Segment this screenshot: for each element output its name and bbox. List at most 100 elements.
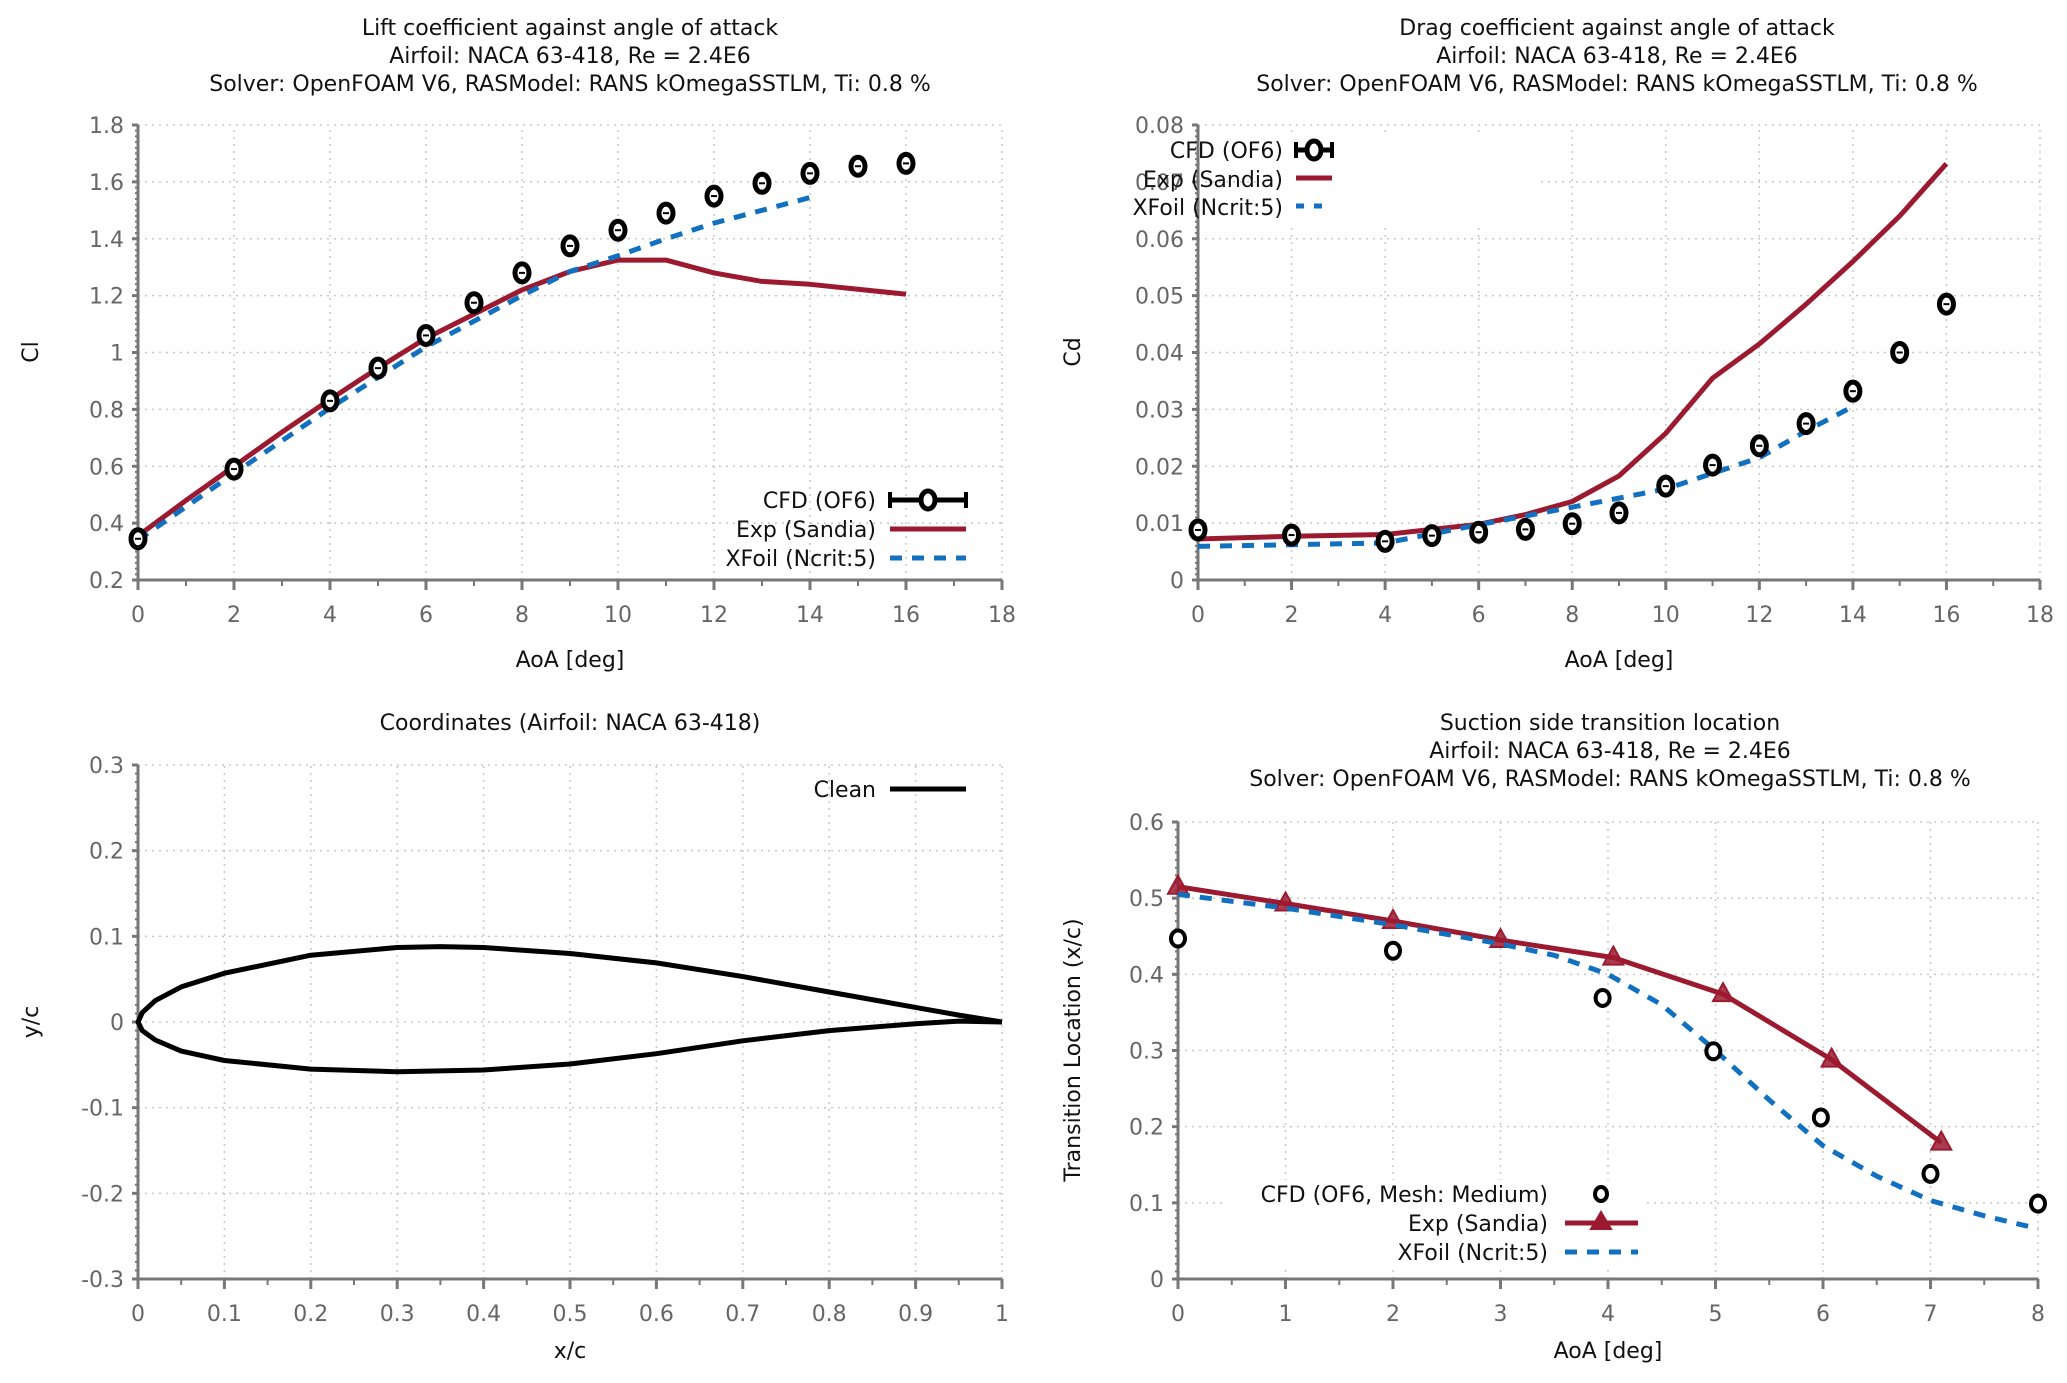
coords-y-tick-label: 0.2 xyxy=(89,840,124,865)
drag-xlabel: AoA [deg] xyxy=(1565,648,1674,673)
transition-title-line-2: Airfoil: NACA 63-418, Re = 2.4E6 xyxy=(1429,739,1791,764)
lift-x-tick-label: 0 xyxy=(131,603,145,628)
transition-series-0-point xyxy=(2029,1193,2047,1214)
lift-title-line-2: Airfoil: NACA 63-418, Re = 2.4E6 xyxy=(389,44,751,69)
drag-x-tick-label: 16 xyxy=(1932,603,1960,628)
transition-series-0-point xyxy=(1704,1041,1723,1062)
drag-series-2-line xyxy=(1197,404,1855,549)
coordinates-chart: Coordinates (Airfoil: NACA 63-418) x/c y… xyxy=(19,711,1009,1364)
lift-ylabel: Cl xyxy=(19,341,44,362)
coords-x-tick-label: 0.3 xyxy=(380,1302,415,1327)
coords-xlabel: x/c xyxy=(554,1339,587,1364)
transition-series-1-marker xyxy=(1929,1129,1953,1151)
coords-x-tick-label: 1 xyxy=(995,1302,1009,1327)
transition-x-tick-label: 0 xyxy=(1171,1302,1185,1327)
lift-legend: CFD (OF6) Exp (Sandia) XFoil (Ncrit:5) xyxy=(725,488,968,572)
coords-ylabel: y/c xyxy=(19,1006,44,1039)
lift-x-tick-label: 4 xyxy=(323,603,337,628)
drag-y-tick-label: 0.05 xyxy=(1135,285,1184,310)
transition-series-1-marker xyxy=(1601,944,1626,966)
coords-y-tick-label: -0.1 xyxy=(81,1097,124,1122)
transition-series-0-point xyxy=(1384,940,1402,961)
transition-series-0-point xyxy=(1811,1107,1830,1128)
transition-x-tick-label: 7 xyxy=(1924,1302,1938,1327)
lift-legend-xfoil-label: XFoil (Ncrit:5) xyxy=(725,547,876,572)
transition-y-tick-label: 0.4 xyxy=(1129,963,1164,988)
coords-legend: Clean xyxy=(814,778,966,803)
coords-y-tick-label: -0.3 xyxy=(81,1268,124,1293)
lift-x-tick-label: 16 xyxy=(892,603,920,628)
drag-ylabel: Cd xyxy=(1061,337,1086,366)
transition-x-tick-label: 4 xyxy=(1601,1302,1615,1327)
drag-y-tick-label: 0.06 xyxy=(1135,228,1184,253)
transition-series-2-line xyxy=(1177,891,2039,1232)
lift-legend-cfd-label: CFD (OF6) xyxy=(763,489,876,514)
lift-chart: Lift coefficient against angle of attack… xyxy=(19,16,1016,673)
lift-y-tick-label: 1.4 xyxy=(89,228,124,253)
transition-x-tick-label: 3 xyxy=(1494,1302,1508,1327)
drag-title-line-3: Solver: OpenFOAM V6, RASModel: RANS kOme… xyxy=(1256,72,1978,97)
transition-legend-exp-label: Exp (Sandia) xyxy=(1408,1212,1548,1237)
lift-x-tick-label: 14 xyxy=(796,603,824,628)
drag-legend: CFD (OF6) Exp (Sandia) XFoil (Ncrit:5) xyxy=(1132,135,1540,225)
transition-chart: Suction side transition location Airfoil… xyxy=(1061,711,2047,1364)
transition-y-tick-label: 0.1 xyxy=(1129,1192,1164,1217)
transition-series-1-marker xyxy=(1819,1046,1844,1068)
transition-title-line-3: Solver: OpenFOAM V6, RASModel: RANS kOme… xyxy=(1249,767,1971,792)
drag-y-tick-label: 0 xyxy=(1170,569,1184,594)
drag-x-tick-label: 2 xyxy=(1285,603,1299,628)
transition-x-tick-label: 8 xyxy=(2031,1302,2045,1327)
transition-tick-labels: 0 1 2 3 4 5 6 7 8 0 0.1 0.2 0.3 0.4 0.5 0.6 xyxy=(1129,811,2045,1327)
drag-y-tick-label: 0.01 xyxy=(1135,512,1184,537)
coords-y-tick-label: 0 xyxy=(110,1011,124,1036)
coords-x-tick-label: 0.4 xyxy=(466,1302,501,1327)
coords-x-tick-label: 0.1 xyxy=(207,1302,242,1327)
drag-series-1-line xyxy=(1197,162,1949,542)
transition-x-tick-label: 2 xyxy=(1386,1302,1400,1327)
lift-series-1-line xyxy=(136,257,907,538)
lift-y-tick-label: 0.6 xyxy=(89,455,124,480)
transition-y-tick-label: 0.6 xyxy=(1129,811,1164,836)
coords-tick-labels: 0 0.1 0.2 0.3 0.4 0.5 0.6 0.7 0.8 0.9 1 -0.3 -0.2 -0.… xyxy=(81,754,1009,1327)
drag-legend-xfoil-label: XFoil (Ncrit:5) xyxy=(1132,196,1283,221)
transition-y-tick-label: 0.3 xyxy=(1129,1040,1164,1065)
lift-x-tick-label: 8 xyxy=(515,603,529,628)
coords-grid xyxy=(132,763,1004,1289)
lift-series xyxy=(128,151,916,551)
transition-legend-cfd-label: CFD (OF6, Mesh: Medium) xyxy=(1261,1183,1548,1208)
lift-y-tick-label: 0.2 xyxy=(89,569,124,594)
drag-x-tick-label: 8 xyxy=(1565,603,1579,628)
lift-xlabel: AoA [deg] xyxy=(516,648,625,673)
transition-y-tick-label: 0.2 xyxy=(1129,1116,1164,1141)
drag-legend-cfd-label: CFD (OF6) xyxy=(1170,139,1283,164)
drag-y-tick-label: 0.03 xyxy=(1135,398,1184,423)
drag-tick-labels: 0 2 4 6 8 10 12 14 16 18 0 0.01 0.02 0.03 0.04 0.05 0.06… xyxy=(1135,114,2054,628)
drag-x-tick-label: 0 xyxy=(1191,603,1205,628)
transition-legend-cfd-swatch xyxy=(1593,1185,1609,1203)
coords-x-tick-label: 0 xyxy=(131,1302,145,1327)
drag-x-tick-label: 10 xyxy=(1652,603,1680,628)
transition-legend-exp-swatch xyxy=(1565,1210,1638,1230)
transition-series-1-line xyxy=(1177,884,1943,1145)
lift-grid xyxy=(132,123,1004,590)
coords-x-tick-label: 0.9 xyxy=(898,1302,933,1327)
lift-y-tick-label: 1 xyxy=(110,342,124,367)
lift-x-tick-label: 6 xyxy=(419,603,433,628)
transition-series-0-point xyxy=(1169,928,1187,949)
transition-series-1-marker xyxy=(1711,981,1735,1003)
drag-y-tick-label: 0.07 xyxy=(1135,171,1184,196)
coords-y-tick-label: 0.3 xyxy=(89,754,124,779)
drag-y-tick-label: 0.08 xyxy=(1135,114,1184,139)
lift-x-tick-label: 12 xyxy=(700,603,728,628)
lift-y-tick-label: 0.8 xyxy=(89,398,124,423)
drag-x-tick-label: 4 xyxy=(1378,603,1392,628)
lift-series-2-line xyxy=(136,195,811,543)
lift-y-tick-label: 1.8 xyxy=(89,114,124,139)
transition-x-tick-label: 1 xyxy=(1279,1302,1293,1327)
transition-y-tick-label: 0 xyxy=(1150,1268,1164,1293)
transition-xlabel: AoA [deg] xyxy=(1554,1339,1663,1364)
drag-x-tick-label: 14 xyxy=(1839,603,1867,628)
lift-x-tick-label: 18 xyxy=(988,603,1016,628)
transition-ylabel: Transition Location (x/c) xyxy=(1061,918,1086,1182)
